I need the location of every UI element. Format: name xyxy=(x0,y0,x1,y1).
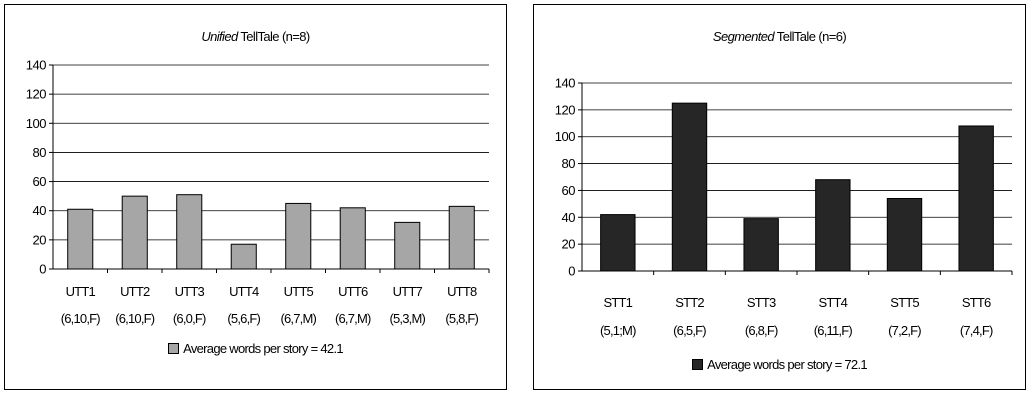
x-category-sublabel: (6,5,F) xyxy=(673,323,706,338)
y-tick-label: 120 xyxy=(555,102,575,117)
bar-chart-plot: 0 20 40 60 80 100 120 140 STT1 (5,1;M) STT2 (6,5,F)… xyxy=(555,76,1013,338)
x-category-label: STT4 xyxy=(819,295,848,310)
legend-swatch xyxy=(168,343,180,354)
chart-title: Unified TellTale (n=8) xyxy=(5,29,506,44)
y-tick-label: 20 xyxy=(562,237,576,252)
legend-label: Average words per story = 72.1 xyxy=(707,357,867,372)
x-category-label: UTT7 xyxy=(393,284,423,299)
x-category-label: UTT2 xyxy=(120,284,150,299)
bar xyxy=(394,221,421,270)
y-tick-label: 140 xyxy=(555,76,575,91)
chart-panel-segmented: Segmented TellTale (n=6) 0 20 40 60 80 100 120… xyxy=(533,4,1026,390)
x-category-sublabel: (6,10,F) xyxy=(61,311,101,326)
x-category-sublabel: (7,2,F) xyxy=(888,323,921,338)
y-tick-label: 80 xyxy=(33,145,47,160)
bar xyxy=(958,125,994,272)
x-category-label: STT5 xyxy=(890,295,919,310)
x-category-label: UTT4 xyxy=(229,284,259,299)
chart-title: Segmented TellTale (n=6) xyxy=(534,29,1025,44)
y-tick-label: 100 xyxy=(26,116,46,131)
x-category-label: STT3 xyxy=(747,295,776,310)
bar xyxy=(886,197,923,272)
x-category-sublabel: (6,11,F) xyxy=(814,323,853,338)
x-category-label: UTT5 xyxy=(284,284,314,299)
x-category-sublabel: (6,7,M) xyxy=(280,311,316,326)
chart-panel-unified: Unified TellTale (n=8) 0 20 40 60 80 100 120 14… xyxy=(4,4,507,390)
legend-swatch xyxy=(692,359,704,370)
y-tick-label: 120 xyxy=(26,87,46,102)
y-tick-label: 20 xyxy=(33,232,47,247)
y-tick-label: 140 xyxy=(26,58,46,73)
x-category-label: UTT8 xyxy=(447,284,477,299)
bar xyxy=(743,218,779,272)
chart-title-rest: TellTale (n=8) xyxy=(237,29,310,44)
x-category-sublabel: (6,0,F) xyxy=(173,311,206,326)
chart-legend: Average words per story = 72.1 xyxy=(534,357,1025,372)
x-category-label: STT2 xyxy=(675,295,704,310)
chart-legend: Average words per story = 42.1 xyxy=(5,341,506,356)
bar xyxy=(67,208,94,270)
bar xyxy=(176,194,203,270)
chart-title-emphasis: Unified xyxy=(201,29,238,44)
x-category-sublabel: (6,8,F) xyxy=(745,323,778,338)
y-tick-label: 40 xyxy=(33,203,47,218)
y-tick-label: 100 xyxy=(555,129,575,144)
x-category-sublabel: (6,10,F) xyxy=(115,311,155,326)
y-tick-label: 60 xyxy=(562,183,576,198)
bar xyxy=(339,207,366,270)
chart-title-emphasis: Segmented xyxy=(712,29,775,44)
bar xyxy=(448,205,475,270)
bar xyxy=(600,214,636,272)
bar xyxy=(121,195,148,270)
x-category-label: STT1 xyxy=(604,295,633,310)
bar xyxy=(230,243,257,270)
x-category-sublabel: (5,1;M) xyxy=(600,323,636,338)
bar xyxy=(671,102,708,272)
x-category-label: UTT3 xyxy=(175,284,205,299)
y-tick-label: 0 xyxy=(568,264,575,279)
y-tick-label: 0 xyxy=(39,262,46,277)
y-tick-label: 40 xyxy=(562,210,576,225)
x-category-sublabel: (6,7,M) xyxy=(335,311,371,326)
x-category-sublabel: (5,6,F) xyxy=(227,311,260,326)
bar-chart-plot: 0 20 40 60 80 100 120 140 UTT1 (6,10,F) UTT2 (6,10,… xyxy=(26,58,490,326)
x-category-sublabel: (7,4,F) xyxy=(960,323,993,338)
x-category-label: STT6 xyxy=(962,295,991,310)
x-category-sublabel: (5,3,M) xyxy=(389,311,425,326)
chart-title-rest: TellTale (n=6) xyxy=(774,29,847,44)
legend-label: Average words per story = 42.1 xyxy=(183,341,343,356)
x-category-label: UTT6 xyxy=(338,284,368,299)
y-tick-label: 80 xyxy=(562,156,576,171)
x-category-sublabel: (5,8,F) xyxy=(445,311,478,326)
bar xyxy=(815,179,851,272)
y-tick-label: 60 xyxy=(33,174,47,189)
bar xyxy=(285,202,312,270)
x-category-label: UTT1 xyxy=(66,284,96,299)
